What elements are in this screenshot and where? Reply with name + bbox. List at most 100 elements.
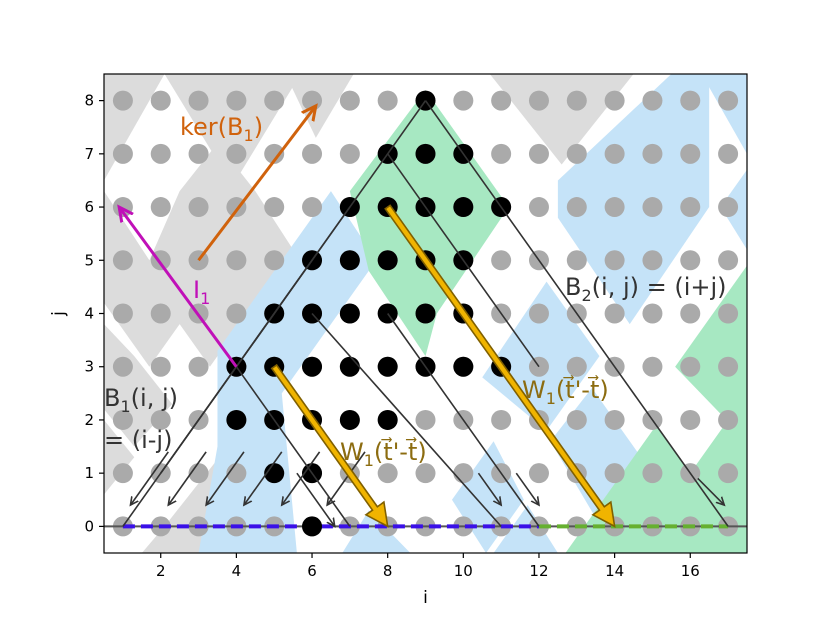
- w1-label-right: W1(t⃗'-t⃗): [522, 375, 609, 408]
- gray-point: [302, 90, 323, 111]
- x-tick-label: 10: [454, 562, 473, 580]
- gray-point: [491, 409, 512, 430]
- gray-point: [528, 90, 549, 111]
- projection-arrow: [168, 451, 207, 505]
- gray-point: [566, 409, 587, 430]
- gray-point: [528, 143, 549, 164]
- projection-arrow: [244, 451, 283, 505]
- black-point: [339, 409, 360, 430]
- gray-point: [566, 197, 587, 218]
- y-tick-label: 8: [84, 92, 94, 110]
- y-tick-label: 1: [84, 464, 94, 482]
- x-tick-label: 8: [383, 562, 393, 580]
- w1a-arrow: [270, 363, 389, 528]
- y-tick-label: 6: [84, 198, 94, 216]
- black-point: [264, 463, 285, 484]
- gray-point: [112, 409, 133, 430]
- gray-point: [339, 90, 360, 111]
- ker-label: ker(B1): [180, 113, 263, 145]
- x-tick-label: 16: [681, 562, 700, 580]
- black-point: [453, 197, 474, 218]
- gray-point: [150, 143, 171, 164]
- gray-point: [112, 250, 133, 271]
- gray-point: [302, 143, 323, 164]
- gray-point: [453, 463, 474, 484]
- gray-point: [491, 250, 512, 271]
- gray-point: [566, 250, 587, 271]
- projection-arrow: [515, 472, 539, 505]
- black-point: [415, 303, 436, 324]
- y-axis-label: j: [49, 311, 69, 317]
- gray-point: [188, 90, 209, 111]
- gray-point: [188, 463, 209, 484]
- projection-arrow: [296, 472, 335, 526]
- black-point: [339, 303, 360, 324]
- gray-point: [226, 143, 247, 164]
- x-tick-label: 4: [232, 562, 242, 580]
- gray-point: [718, 197, 739, 218]
- projection-arrows: [130, 451, 724, 527]
- gray-point: [528, 197, 549, 218]
- gray-point: [718, 250, 739, 271]
- gray-region: [104, 419, 135, 495]
- gray-point: [604, 463, 625, 484]
- i1-arrow: [119, 207, 238, 368]
- gray-point: [377, 463, 398, 484]
- ker-arrow: [197, 106, 316, 262]
- black-point: [339, 250, 360, 271]
- projection-arrow: [130, 451, 169, 505]
- gray-point: [415, 409, 436, 430]
- gray-point: [680, 250, 701, 271]
- y-tick-label: 7: [84, 145, 94, 163]
- gray-point: [491, 90, 512, 111]
- black-point: [377, 356, 398, 377]
- gray-point: [339, 143, 360, 164]
- gray-point: [112, 463, 133, 484]
- gray-point: [528, 303, 549, 324]
- gray-point: [150, 197, 171, 218]
- gray-point: [718, 303, 739, 324]
- projection-arrow: [206, 451, 245, 505]
- gray-point: [302, 197, 323, 218]
- gray-point: [718, 463, 739, 484]
- gray-point: [491, 143, 512, 164]
- gray-point: [642, 197, 663, 218]
- gray-point: [264, 90, 285, 111]
- gray-point: [264, 250, 285, 271]
- boundary-line: [160, 206, 351, 474]
- gray-point: [264, 143, 285, 164]
- w1b-arrow: [384, 204, 616, 528]
- gray-point: [377, 90, 398, 111]
- gray-region: [104, 74, 165, 181]
- i1-label: I1: [193, 276, 210, 308]
- b2-label: B2(i, j) = (i+j): [565, 273, 727, 305]
- gray-point: [642, 143, 663, 164]
- y-tick-label: 0: [84, 517, 94, 535]
- x-tick-label: 2: [156, 562, 166, 580]
- blue-region: [198, 191, 377, 553]
- b1-label-line2: = (i-j): [104, 426, 172, 454]
- gray-point: [415, 463, 436, 484]
- gray-point: [680, 356, 701, 377]
- gray-point: [188, 356, 209, 377]
- gray-point: [642, 463, 663, 484]
- gray-point: [264, 197, 285, 218]
- gray-point: [112, 356, 133, 377]
- gray-point: [604, 409, 625, 430]
- gray-point: [453, 90, 474, 111]
- gray-point: [680, 90, 701, 111]
- blue-region: [493, 505, 558, 553]
- black-point: [302, 356, 323, 377]
- gray-point: [680, 303, 701, 324]
- black-point: [339, 356, 360, 377]
- black-point: [415, 143, 436, 164]
- y-tick-label: 4: [84, 305, 94, 323]
- w-arrows: [270, 204, 616, 528]
- gray-point: [642, 90, 663, 111]
- x-tick-label: 14: [605, 562, 624, 580]
- gray-point: [188, 197, 209, 218]
- gray-point: [642, 250, 663, 271]
- gray-point: [150, 409, 171, 430]
